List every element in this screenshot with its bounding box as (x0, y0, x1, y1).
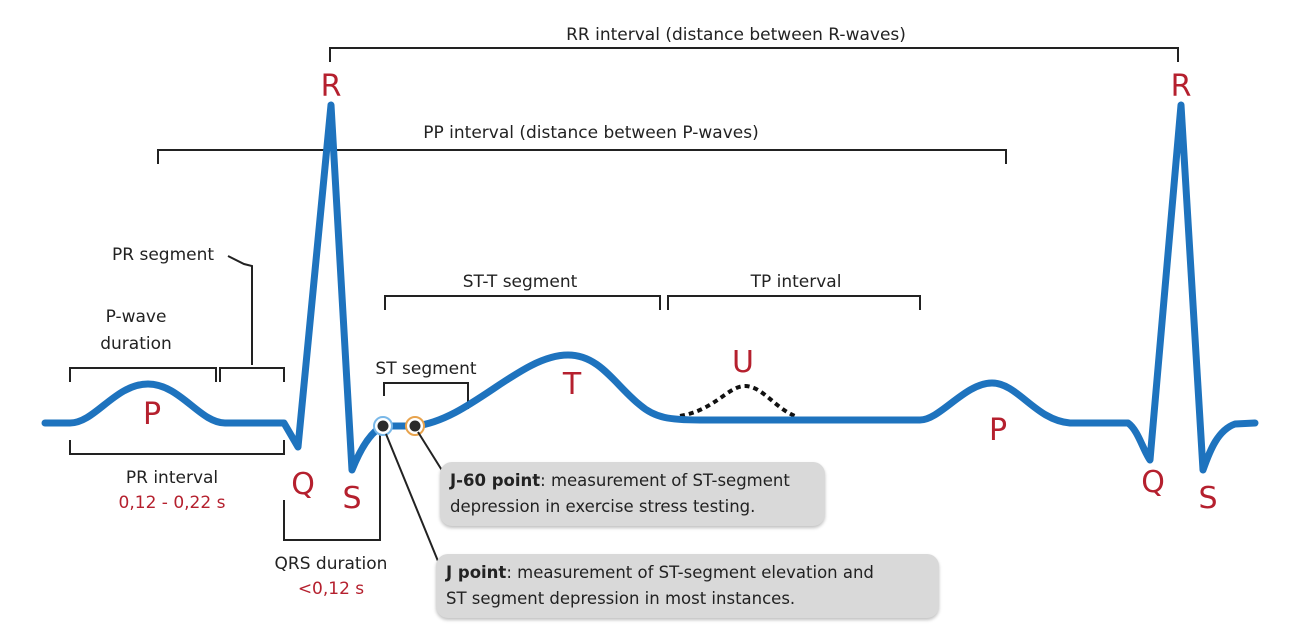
pr-segment-bracket (219, 367, 285, 382)
j-point-callout: J point: measurement of ST-segment eleva… (436, 554, 939, 618)
j-callout-title: J point (446, 563, 507, 582)
tp-interval-bracket (667, 295, 921, 310)
pr-interval-value: 0,12 - 0,22 s (119, 493, 226, 513)
j60-point-dot (409, 420, 421, 432)
r-wave-label-1: R (321, 69, 342, 104)
st-segment-label: ST segment (375, 359, 476, 379)
j60-pointer-line (417, 431, 444, 473)
p-wave-duration-label-2: duration (100, 334, 172, 354)
j-callout-text-1: : measurement of ST-segment elevation an… (506, 563, 874, 582)
rr-interval-label: RR interval (distance between R-waves) (566, 25, 906, 45)
pr-segment-label: PR segment (112, 245, 214, 265)
s-wave-label-2: S (1198, 481, 1217, 516)
j60-callout-text-2: depression in exercise stress testing. (450, 497, 756, 516)
q-wave-label-2: Q (1141, 465, 1165, 500)
t-wave-label: T (562, 367, 582, 402)
rr-interval-bracket (329, 47, 1179, 62)
s-wave-label-1: S (342, 481, 361, 516)
ecg-trace (41, 101, 1259, 474)
p-wave-duration-label-1: P-wave (106, 307, 167, 327)
st-t-segment-bracket (384, 295, 661, 310)
pr-interval-bracket (69, 440, 285, 455)
p-wave-duration-bracket (69, 367, 217, 382)
q-wave-label-1: Q (291, 467, 315, 502)
j60-callout-text-1: : measurement of ST-segment (540, 471, 790, 490)
tp-interval-label: TP interval (750, 272, 842, 292)
u-wave-label: U (732, 345, 754, 380)
j60-point-callout: J-60 point: measurement of ST-segment de… (440, 462, 825, 526)
p-wave-label-1: P (143, 397, 161, 432)
qrs-duration-label: QRS duration (275, 554, 388, 574)
qrs-duration-bracket (283, 430, 381, 541)
p-wave-label-2: P (989, 413, 1007, 448)
j-callout-text-2: ST segment depression in most instances. (446, 589, 796, 608)
j-pointer-line (385, 433, 441, 567)
pp-interval-label: PP interval (distance between P-waves) (423, 123, 758, 143)
u-wave-curve (679, 383, 796, 418)
qrs-duration-value: <0,12 s (298, 579, 364, 599)
pr-segment-pointer (227, 255, 253, 365)
pr-interval-label: PR interval (126, 468, 218, 488)
r-wave-label-2: R (1171, 69, 1192, 104)
j60-callout-title: J-60 point (450, 471, 541, 490)
st-segment-bracket (383, 382, 469, 409)
pp-interval-bracket (157, 149, 1007, 164)
j-point-dot (377, 420, 389, 432)
st-t-segment-label: ST-T segment (463, 272, 578, 292)
